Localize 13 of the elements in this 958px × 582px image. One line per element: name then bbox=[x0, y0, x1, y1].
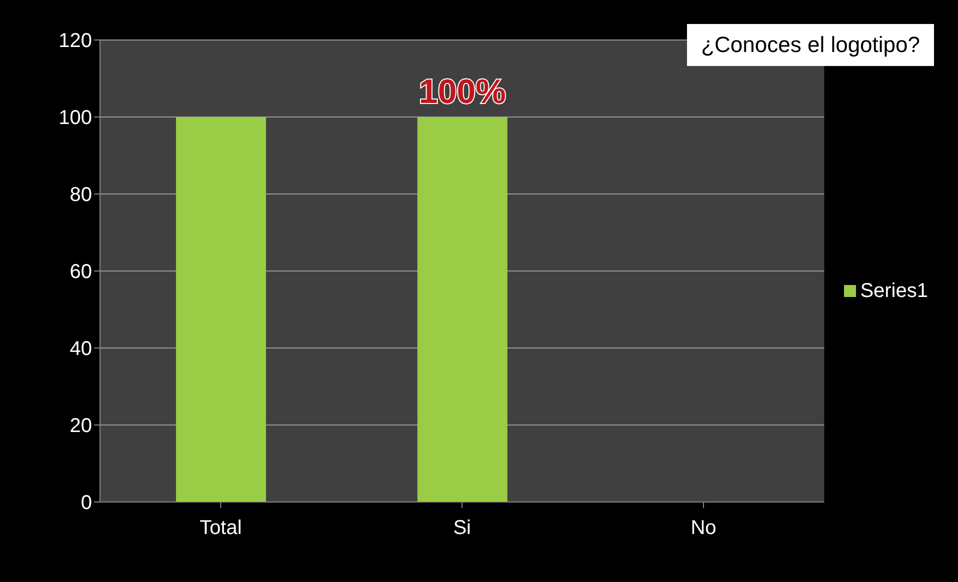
x-tick-label: Si bbox=[453, 517, 471, 540]
y-tick-label: 40 bbox=[70, 338, 92, 360]
data-label: 100% bbox=[418, 73, 506, 111]
y-tick-label: 20 bbox=[70, 415, 92, 438]
x-tick-label: Total bbox=[200, 517, 242, 540]
y-tick-label: 100 bbox=[58, 107, 92, 130]
legend-label: Series1 bbox=[860, 280, 928, 302]
y-tick-label: 120 bbox=[58, 30, 92, 52]
y-tick-label: 0 bbox=[80, 492, 92, 514]
y-tick-label: 60 bbox=[70, 261, 92, 284]
y-tick-label: 80 bbox=[70, 184, 92, 206]
chart-title: ¿Conoces el logotipo? bbox=[687, 24, 934, 66]
x-tick-label: No bbox=[690, 517, 716, 540]
